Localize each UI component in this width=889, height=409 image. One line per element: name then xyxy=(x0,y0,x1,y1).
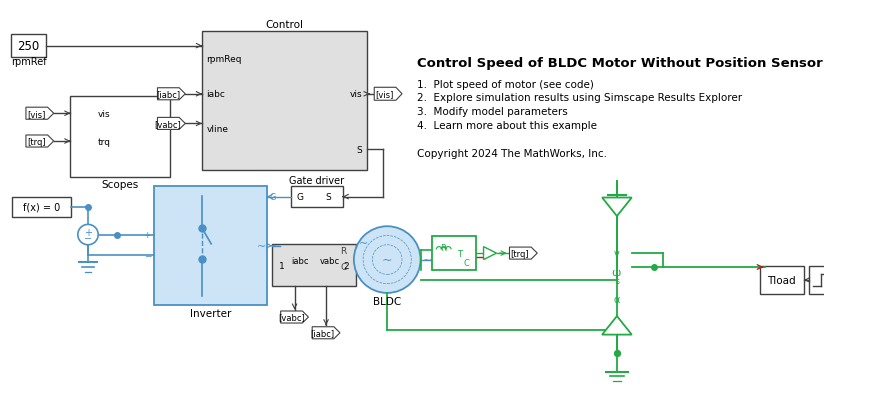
Polygon shape xyxy=(157,118,185,130)
Bar xyxy=(12,197,71,218)
Text: ~: ~ xyxy=(423,255,433,265)
Text: 3.  Modify model parameters: 3. Modify model parameters xyxy=(417,107,567,117)
Text: vis: vis xyxy=(349,90,362,99)
Text: 2.  Explore simulation results using Simscape Results Explorer: 2. Explore simulation results using Sims… xyxy=(417,93,742,103)
Text: S: S xyxy=(325,193,331,202)
Circle shape xyxy=(354,227,420,293)
Text: Control: Control xyxy=(266,20,303,30)
Text: iabc: iabc xyxy=(206,90,226,99)
Text: ~: ~ xyxy=(257,241,266,251)
Polygon shape xyxy=(602,198,632,216)
Text: f(x) = 0: f(x) = 0 xyxy=(23,202,60,212)
Bar xyxy=(809,266,838,294)
Bar xyxy=(291,187,343,207)
Bar xyxy=(12,36,46,58)
Text: ω: ω xyxy=(612,267,621,277)
Bar xyxy=(154,187,267,305)
Polygon shape xyxy=(374,88,402,101)
Text: 2: 2 xyxy=(344,261,349,270)
Text: 250: 250 xyxy=(18,40,40,53)
Bar xyxy=(432,237,477,270)
Text: Inverter: Inverter xyxy=(189,308,231,319)
Text: T: T xyxy=(457,249,462,258)
Bar xyxy=(759,266,804,294)
Polygon shape xyxy=(484,247,497,260)
Text: ~: ~ xyxy=(358,238,368,248)
Text: [vabc]: [vabc] xyxy=(155,119,181,128)
Text: iabc: iabc xyxy=(292,256,308,265)
Text: [vis]: [vis] xyxy=(28,110,45,119)
Text: S: S xyxy=(356,146,362,155)
Text: [trq]: [trq] xyxy=(510,249,529,258)
Text: vis: vis xyxy=(98,110,111,119)
Text: R: R xyxy=(340,246,347,255)
Text: Copyright 2024 The MathWorks, Inc.: Copyright 2024 The MathWorks, Inc. xyxy=(417,149,607,159)
Text: C: C xyxy=(340,263,347,272)
Text: [vis]: [vis] xyxy=(376,90,394,99)
Bar xyxy=(202,32,367,170)
Text: [iabc]: [iabc] xyxy=(156,90,180,99)
Text: 4.  Learn more about this example: 4. Learn more about this example xyxy=(417,121,597,131)
Text: rpmReq: rpmReq xyxy=(206,55,242,64)
Polygon shape xyxy=(281,311,308,323)
Bar xyxy=(272,244,356,287)
Text: −: − xyxy=(84,234,92,244)
Text: ~: ~ xyxy=(382,254,392,266)
Polygon shape xyxy=(312,327,340,339)
Text: v: v xyxy=(614,249,620,258)
Text: [trq]: [trq] xyxy=(28,137,46,146)
Circle shape xyxy=(78,225,98,245)
Text: Control Speed of BLDC Motor Without Position Sensor: Control Speed of BLDC Motor Without Posi… xyxy=(417,56,822,70)
Text: Gate driver: Gate driver xyxy=(289,175,344,185)
Text: G: G xyxy=(297,193,304,202)
Text: C: C xyxy=(464,258,469,267)
Text: R: R xyxy=(440,243,445,252)
Text: [vabc]: [vabc] xyxy=(278,313,305,322)
Text: BLDC: BLDC xyxy=(373,297,401,306)
Polygon shape xyxy=(157,88,185,101)
Text: trq: trq xyxy=(98,137,111,146)
Text: vabc: vabc xyxy=(320,256,340,265)
Text: G: G xyxy=(269,193,276,202)
Text: ~: ~ xyxy=(270,241,280,251)
Text: +: + xyxy=(143,231,151,240)
Text: s: s xyxy=(616,277,620,285)
Text: vline: vline xyxy=(206,124,228,133)
Text: 1.  Plot speed of motor (see code): 1. Plot speed of motor (see code) xyxy=(417,79,594,89)
Text: 1: 1 xyxy=(279,261,284,270)
Text: rpmRef: rpmRef xyxy=(11,57,46,67)
Polygon shape xyxy=(26,136,53,148)
Bar xyxy=(70,97,171,178)
Polygon shape xyxy=(602,316,632,335)
Text: [iabc]: [iabc] xyxy=(310,328,335,337)
Text: Scopes: Scopes xyxy=(102,179,139,189)
Text: α: α xyxy=(613,295,621,305)
Text: Tload: Tload xyxy=(767,275,797,285)
Polygon shape xyxy=(509,247,537,259)
Text: −: − xyxy=(143,251,151,260)
Polygon shape xyxy=(26,108,53,120)
Text: +: + xyxy=(84,227,92,237)
